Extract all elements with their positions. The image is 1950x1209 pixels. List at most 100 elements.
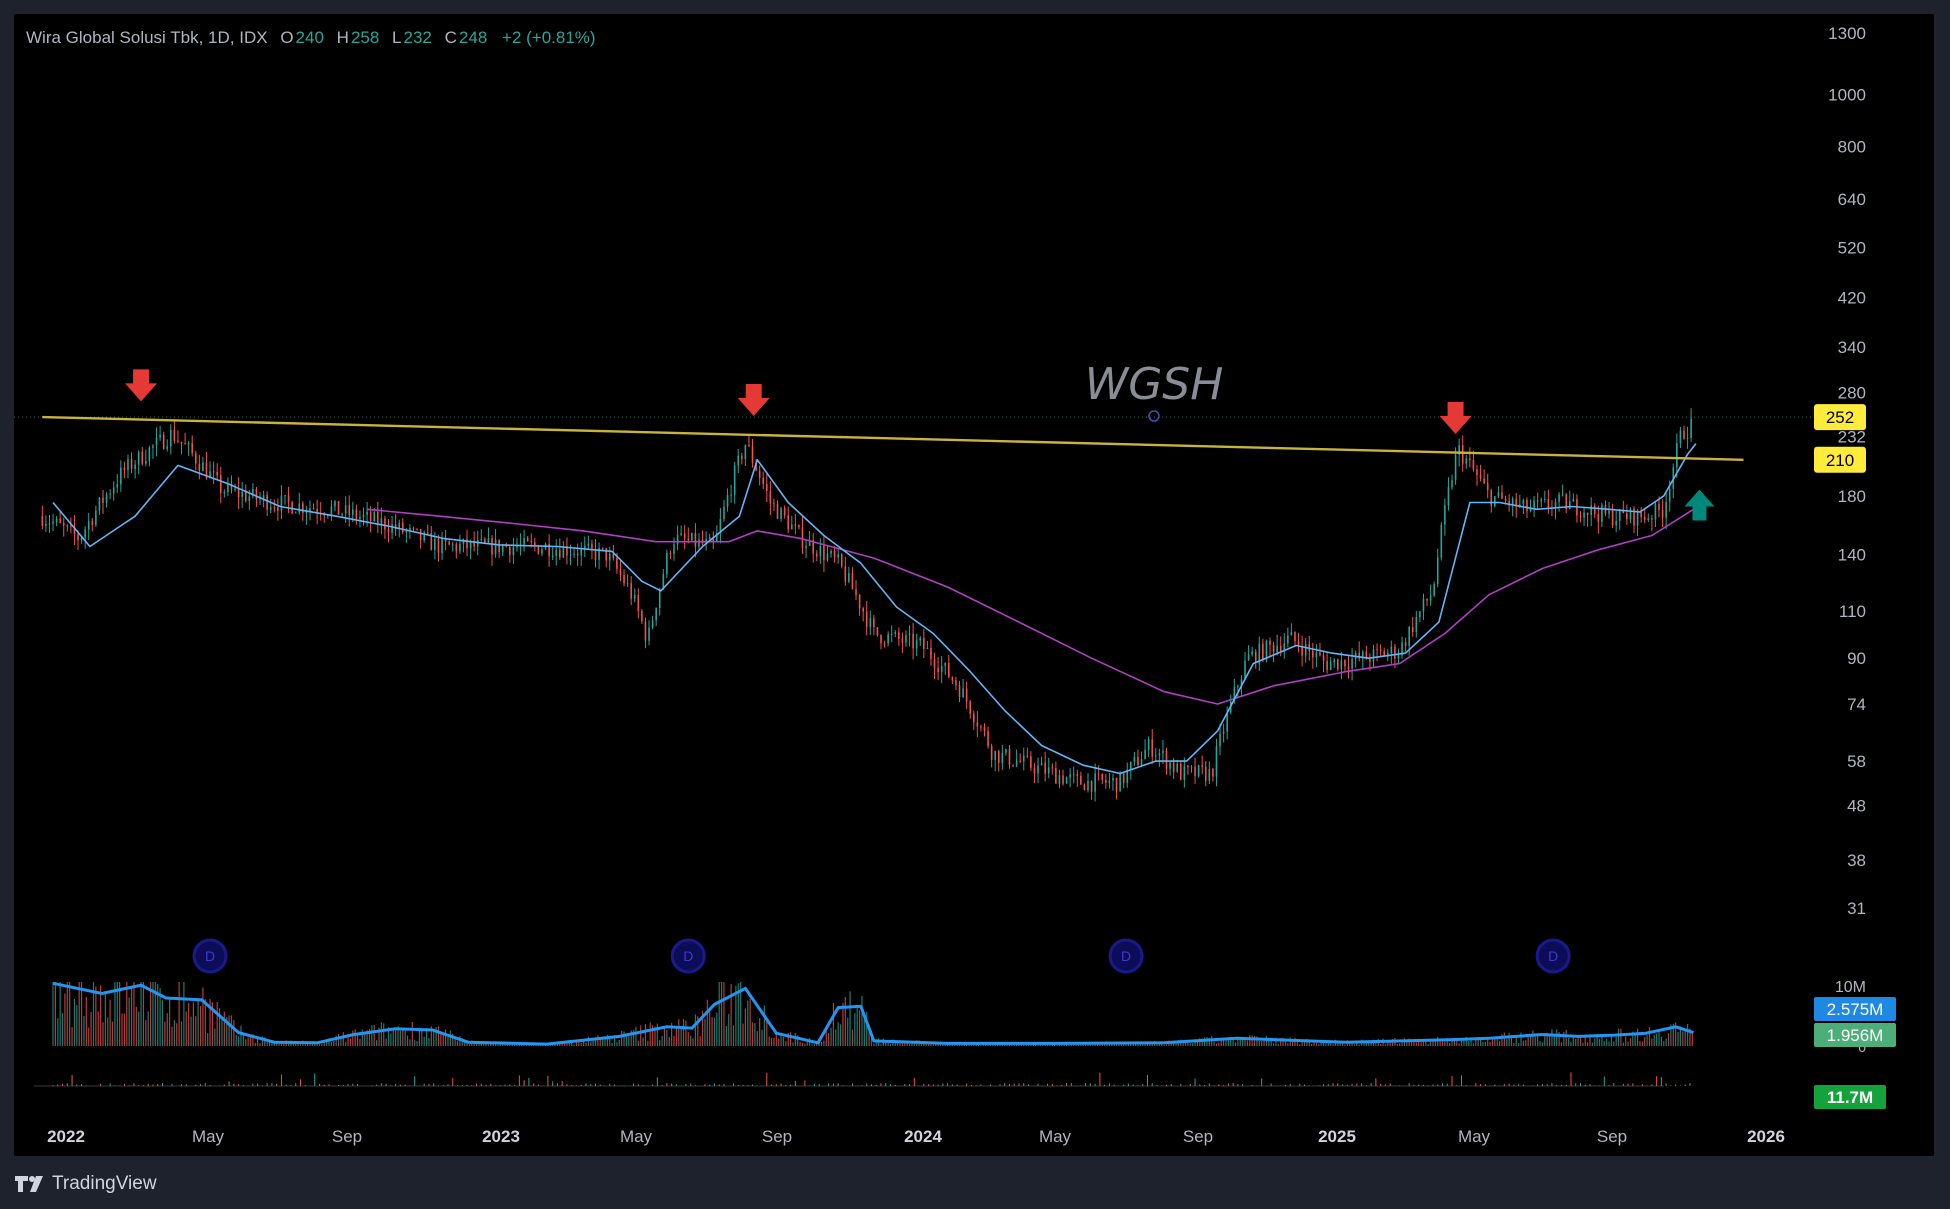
volume-bar <box>1565 1029 1567 1046</box>
candle-body <box>940 665 943 673</box>
price-label-box <box>1814 404 1866 431</box>
volume-bar <box>1315 1042 1317 1046</box>
candle-body <box>1340 660 1343 670</box>
volume-bar <box>1582 1042 1584 1046</box>
volume-bar <box>138 1011 140 1046</box>
volume-bar <box>816 1042 818 1046</box>
lower-bar <box>442 1085 444 1086</box>
footer-brand[interactable]: TradingView <box>14 1170 157 1198</box>
volume-bar <box>183 982 185 1046</box>
volume-bar <box>1525 1040 1527 1046</box>
volume-bar <box>1575 1038 1577 1046</box>
volume-bar <box>1515 1036 1517 1046</box>
candle-body <box>401 522 404 533</box>
lower-bar <box>771 1084 773 1086</box>
volume-bar <box>528 1044 530 1046</box>
volume-last-label: 1.956M <box>1827 1026 1884 1045</box>
volume-last-label: 2.575M <box>1827 1000 1884 1019</box>
candle-body <box>865 611 868 627</box>
candle-body <box>98 497 101 511</box>
lower-bar <box>1028 1084 1030 1086</box>
volume-bar <box>449 1030 451 1046</box>
candle-body <box>1119 773 1121 792</box>
volume-bar <box>1625 1036 1627 1046</box>
candle-body <box>1329 662 1332 670</box>
candle-body <box>59 518 61 523</box>
candle-body <box>1440 524 1443 558</box>
volume-bar <box>421 1028 423 1046</box>
candle-body <box>1065 777 1068 784</box>
volume-bar <box>1272 1043 1275 1046</box>
candle-body <box>1233 687 1236 702</box>
candle-body <box>1080 776 1082 785</box>
candle-body <box>1597 514 1600 522</box>
volume-bar <box>801 1042 804 1046</box>
volume-bar <box>1220 1038 1222 1046</box>
chart-canvas[interactable]: D D D D 1300 1000 800 640 520 420 340 280 232 180 140… <box>14 14 1934 1156</box>
lower-bar <box>980 1084 982 1086</box>
volume-bar <box>1308 1042 1310 1046</box>
lower-bar <box>1427 1085 1429 1086</box>
candle-body <box>1572 499 1575 502</box>
volume-bar <box>637 1040 639 1046</box>
volume-bar <box>459 1036 461 1046</box>
volume-bar <box>1289 1037 1291 1046</box>
volume-bar <box>770 1037 773 1046</box>
volume-bar <box>1208 1037 1210 1046</box>
lower-bar <box>794 1080 796 1086</box>
volume-bar <box>295 1043 297 1046</box>
volume-bar <box>102 1022 104 1046</box>
volume-bar <box>1099 1043 1101 1046</box>
lower-bar <box>1408 1083 1410 1086</box>
candle-body <box>145 460 147 464</box>
volume-bar <box>718 982 720 1046</box>
volume-bar <box>1356 1042 1358 1046</box>
candle-body <box>1033 767 1036 774</box>
volume-bar <box>1482 1042 1484 1046</box>
volume-bar <box>1558 1032 1560 1046</box>
lower-bar <box>552 1081 554 1086</box>
candle-body <box>1640 510 1642 518</box>
volume-bar <box>1396 1044 1398 1046</box>
lower-indicator-pane <box>34 1072 1691 1087</box>
symbol-legend[interactable]: Wira Global Solusi Tbk, 1D, IDX O 240 H 25… <box>26 28 596 48</box>
candle-body <box>127 459 129 470</box>
volume-bar <box>116 982 118 1046</box>
volume-bar <box>725 1025 727 1046</box>
volume-bar <box>1532 1030 1534 1046</box>
volume-bar <box>1430 1039 1432 1046</box>
lower-bar <box>52 1085 54 1086</box>
interval[interactable]: 1D <box>208 28 230 47</box>
volume-bar <box>226 1016 228 1046</box>
volume-bar <box>899 1041 901 1046</box>
candle-body <box>776 503 779 519</box>
candle-body <box>1601 505 1603 522</box>
candle-body <box>284 495 286 497</box>
candle-body <box>1483 478 1485 484</box>
volume-bar <box>582 1040 585 1046</box>
volume-bar <box>1551 1029 1553 1046</box>
candle-body <box>894 632 897 634</box>
volume-bar <box>1487 1036 1489 1046</box>
lower-bar <box>1603 1076 1605 1086</box>
lower-bar <box>1227 1083 1229 1086</box>
lower-bar <box>1194 1078 1196 1086</box>
lower-bar <box>228 1081 230 1086</box>
volume-bar <box>1016 1043 1018 1046</box>
volume-bar <box>273 1041 275 1046</box>
volume-bar <box>1444 1041 1446 1046</box>
symbol-name[interactable]: Wira Global Solusi Tbk <box>26 28 199 47</box>
price-tick-label: 280 <box>1838 383 1866 402</box>
candle-body <box>1112 778 1114 781</box>
volume-bar <box>1092 1044 1094 1046</box>
volume-bar <box>66 982 68 1046</box>
lower-bar <box>975 1085 977 1086</box>
candle-body <box>623 574 625 584</box>
volume-bar <box>390 1033 392 1046</box>
earnings-marker <box>192 938 228 974</box>
lower-bar <box>1389 1083 1391 1086</box>
volume-bar <box>485 1043 487 1046</box>
volume-bar <box>897 1043 899 1046</box>
volume-bar <box>630 1030 632 1046</box>
lower-bar <box>666 1083 668 1086</box>
